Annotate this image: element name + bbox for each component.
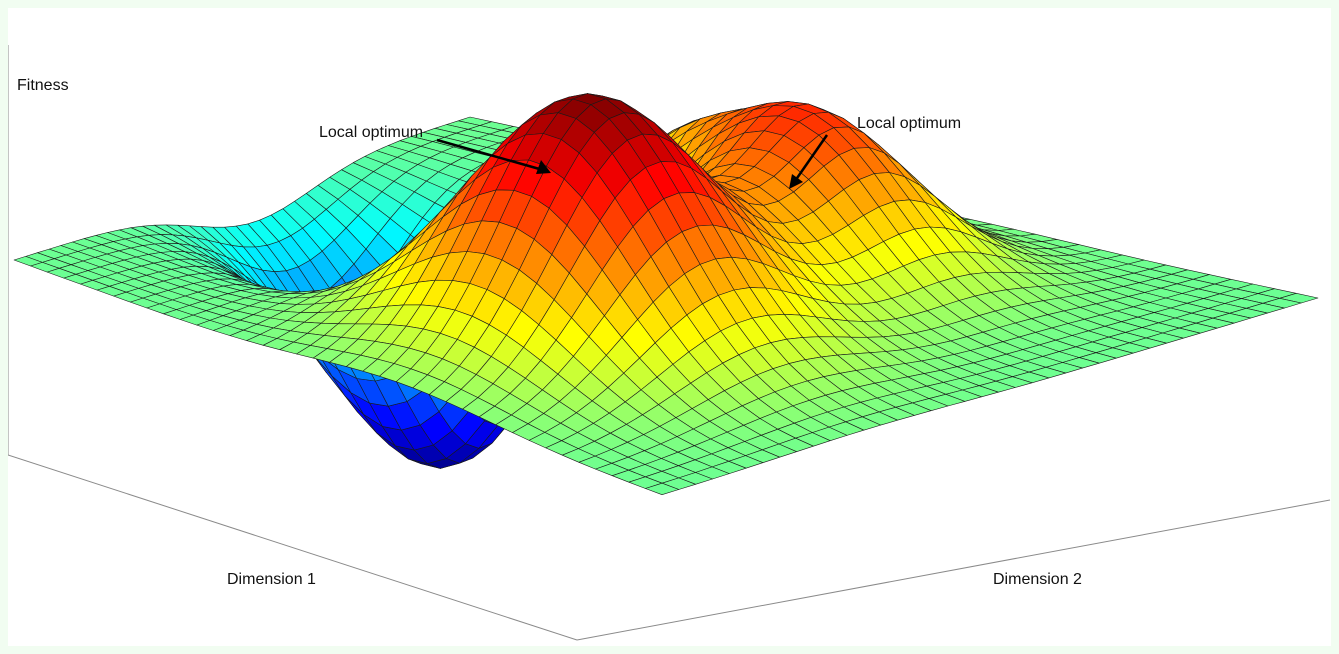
annotation-arrow-left bbox=[436, 138, 544, 172]
x-axis-label: Dimension 1 bbox=[227, 571, 316, 588]
surface-plot: Fitness Local optimum Local optimum Dime… bbox=[8, 45, 1331, 641]
annotation-local-optimum-right: Local optimum bbox=[857, 115, 961, 132]
surface-cell bbox=[645, 482, 680, 496]
y-axis-line bbox=[576, 499, 1331, 641]
y-axis-label: Dimension 2 bbox=[993, 571, 1082, 588]
x-axis-line bbox=[8, 454, 578, 641]
z-axis-label: Fitness bbox=[17, 77, 69, 94]
annotation-arrowhead-left bbox=[536, 160, 551, 174]
annotation-local-optimum-left: Local optimum bbox=[319, 124, 423, 141]
annotation-arrow-right bbox=[793, 134, 829, 182]
annotation-arrowhead-right bbox=[789, 174, 803, 189]
annotation-arrows bbox=[436, 134, 829, 189]
axes-box bbox=[8, 45, 1331, 641]
surface-mesh bbox=[13, 93, 1319, 496]
figure-frame: Fitness Local optimum Local optimum Dime… bbox=[8, 8, 1331, 646]
